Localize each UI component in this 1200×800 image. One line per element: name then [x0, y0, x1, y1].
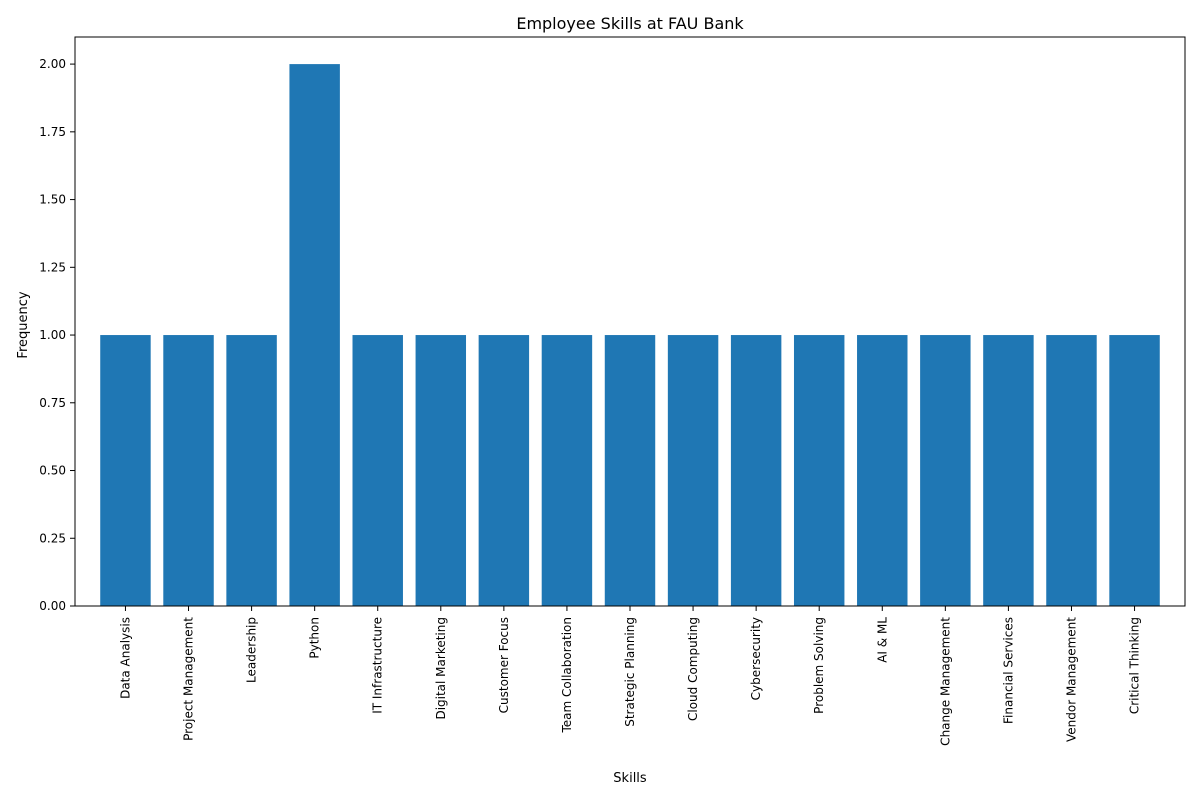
x-tick-label: Data Analysis: [118, 617, 132, 699]
x-tick-label: Cybersecurity: [749, 617, 763, 700]
bar-vendor-management: [1046, 335, 1097, 606]
x-tick-label: Team Collaboration: [560, 617, 574, 734]
bar-change-management: [920, 335, 971, 606]
y-tick-label: 0.00: [39, 599, 66, 613]
x-tick-label: Leadership: [245, 617, 259, 683]
bar-leadership: [226, 335, 277, 606]
bars-group: [100, 64, 1160, 607]
bar-critical-thinking: [1109, 335, 1160, 606]
y-axis-label: Frequency: [16, 291, 31, 358]
bar-problem-solving: [793, 335, 845, 606]
x-tick-label: AI & ML: [875, 617, 889, 663]
chart-title: Employee Skills at FAU Bank: [516, 14, 744, 33]
x-tick-label: Python: [308, 617, 322, 659]
x-tick-label: Customer Focus: [497, 617, 511, 713]
y-tick-label: 1.25: [39, 260, 66, 274]
bar-team-collaboration: [541, 335, 593, 606]
y-tick-label: 0.25: [39, 531, 66, 545]
y-tick-label: 1.00: [39, 328, 66, 342]
y-tick-label: 0.75: [39, 396, 66, 410]
bar-project-management: [163, 335, 214, 606]
x-axis-label: Skills: [613, 771, 647, 786]
x-tick-label: Project Management: [182, 617, 196, 741]
x-tick-label: Digital Marketing: [434, 617, 448, 720]
bar-digital-marketing: [415, 335, 467, 606]
bar-financial-services: [983, 335, 1034, 606]
x-tick-label: Problem Solving: [812, 617, 826, 714]
y-tick-label: 1.50: [39, 193, 66, 207]
bar-customer-focus: [478, 335, 530, 606]
x-tick-label: Vendor Management: [1064, 617, 1078, 742]
bar-data-analysis: [100, 335, 151, 606]
bar-ai-ml: [857, 335, 908, 606]
y-tick-label: 2.00: [39, 57, 66, 71]
x-tick-label: Strategic Planning: [623, 617, 637, 727]
plot-frame: [74, 36, 1186, 607]
bar-python: [289, 64, 340, 607]
bar-cloud-computing: [667, 335, 719, 606]
y-tick-label: 0.50: [39, 464, 66, 478]
x-axis: Data Analysis Project Management Leadershi…: [118, 606, 1142, 746]
y-tick-label: 1.75: [39, 125, 66, 139]
bar-cybersecurity: [730, 335, 782, 606]
y-axis: 0.00 0.25 0.50 0.75 1.00 1.25 1.50 1.75 2.00: [39, 57, 75, 613]
x-tick-label: Financial Services: [1001, 617, 1015, 724]
x-tick-label: Cloud Computing: [686, 617, 700, 721]
x-tick-label: IT Infrastructure: [371, 617, 385, 714]
x-tick-label: Critical Thinking: [1128, 617, 1142, 714]
bar-strategic-planning: [604, 335, 656, 606]
x-tick-label: Change Management: [938, 617, 952, 746]
bar-it-infrastructure: [352, 335, 403, 606]
